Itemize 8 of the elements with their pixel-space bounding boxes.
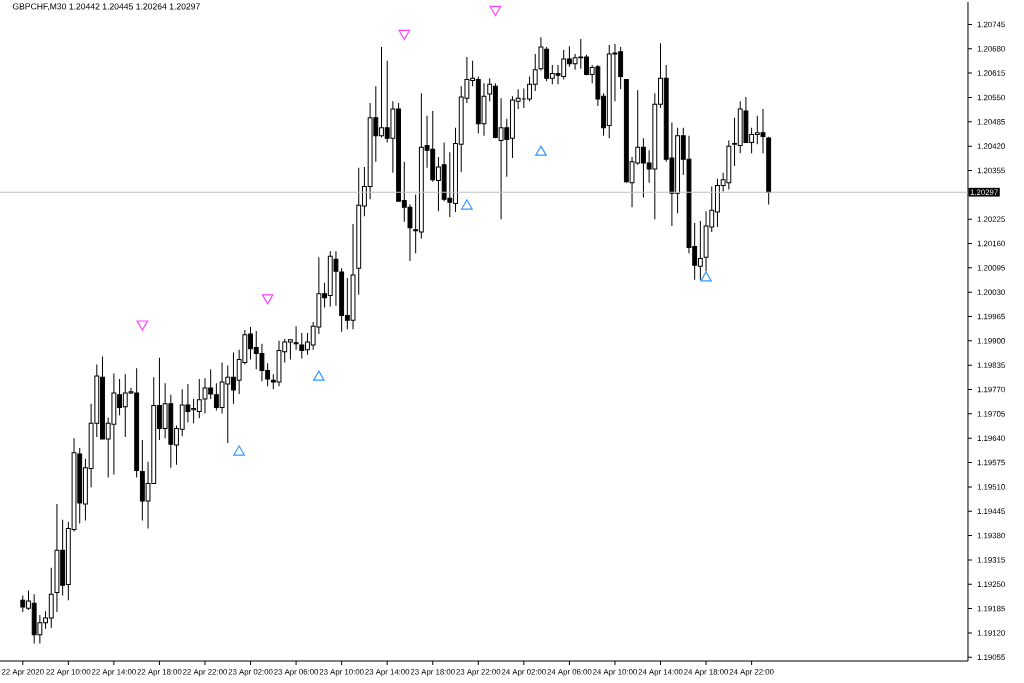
point <box>398 29 411 41</box>
point <box>233 445 245 456</box>
point <box>489 5 502 17</box>
point <box>461 199 473 210</box>
point <box>535 145 547 156</box>
point <box>700 271 712 282</box>
chart-title: GBPCHF,M30 1.20442 1.20445 1.20264 1.20297 <box>12 3 200 11</box>
point <box>313 370 325 381</box>
